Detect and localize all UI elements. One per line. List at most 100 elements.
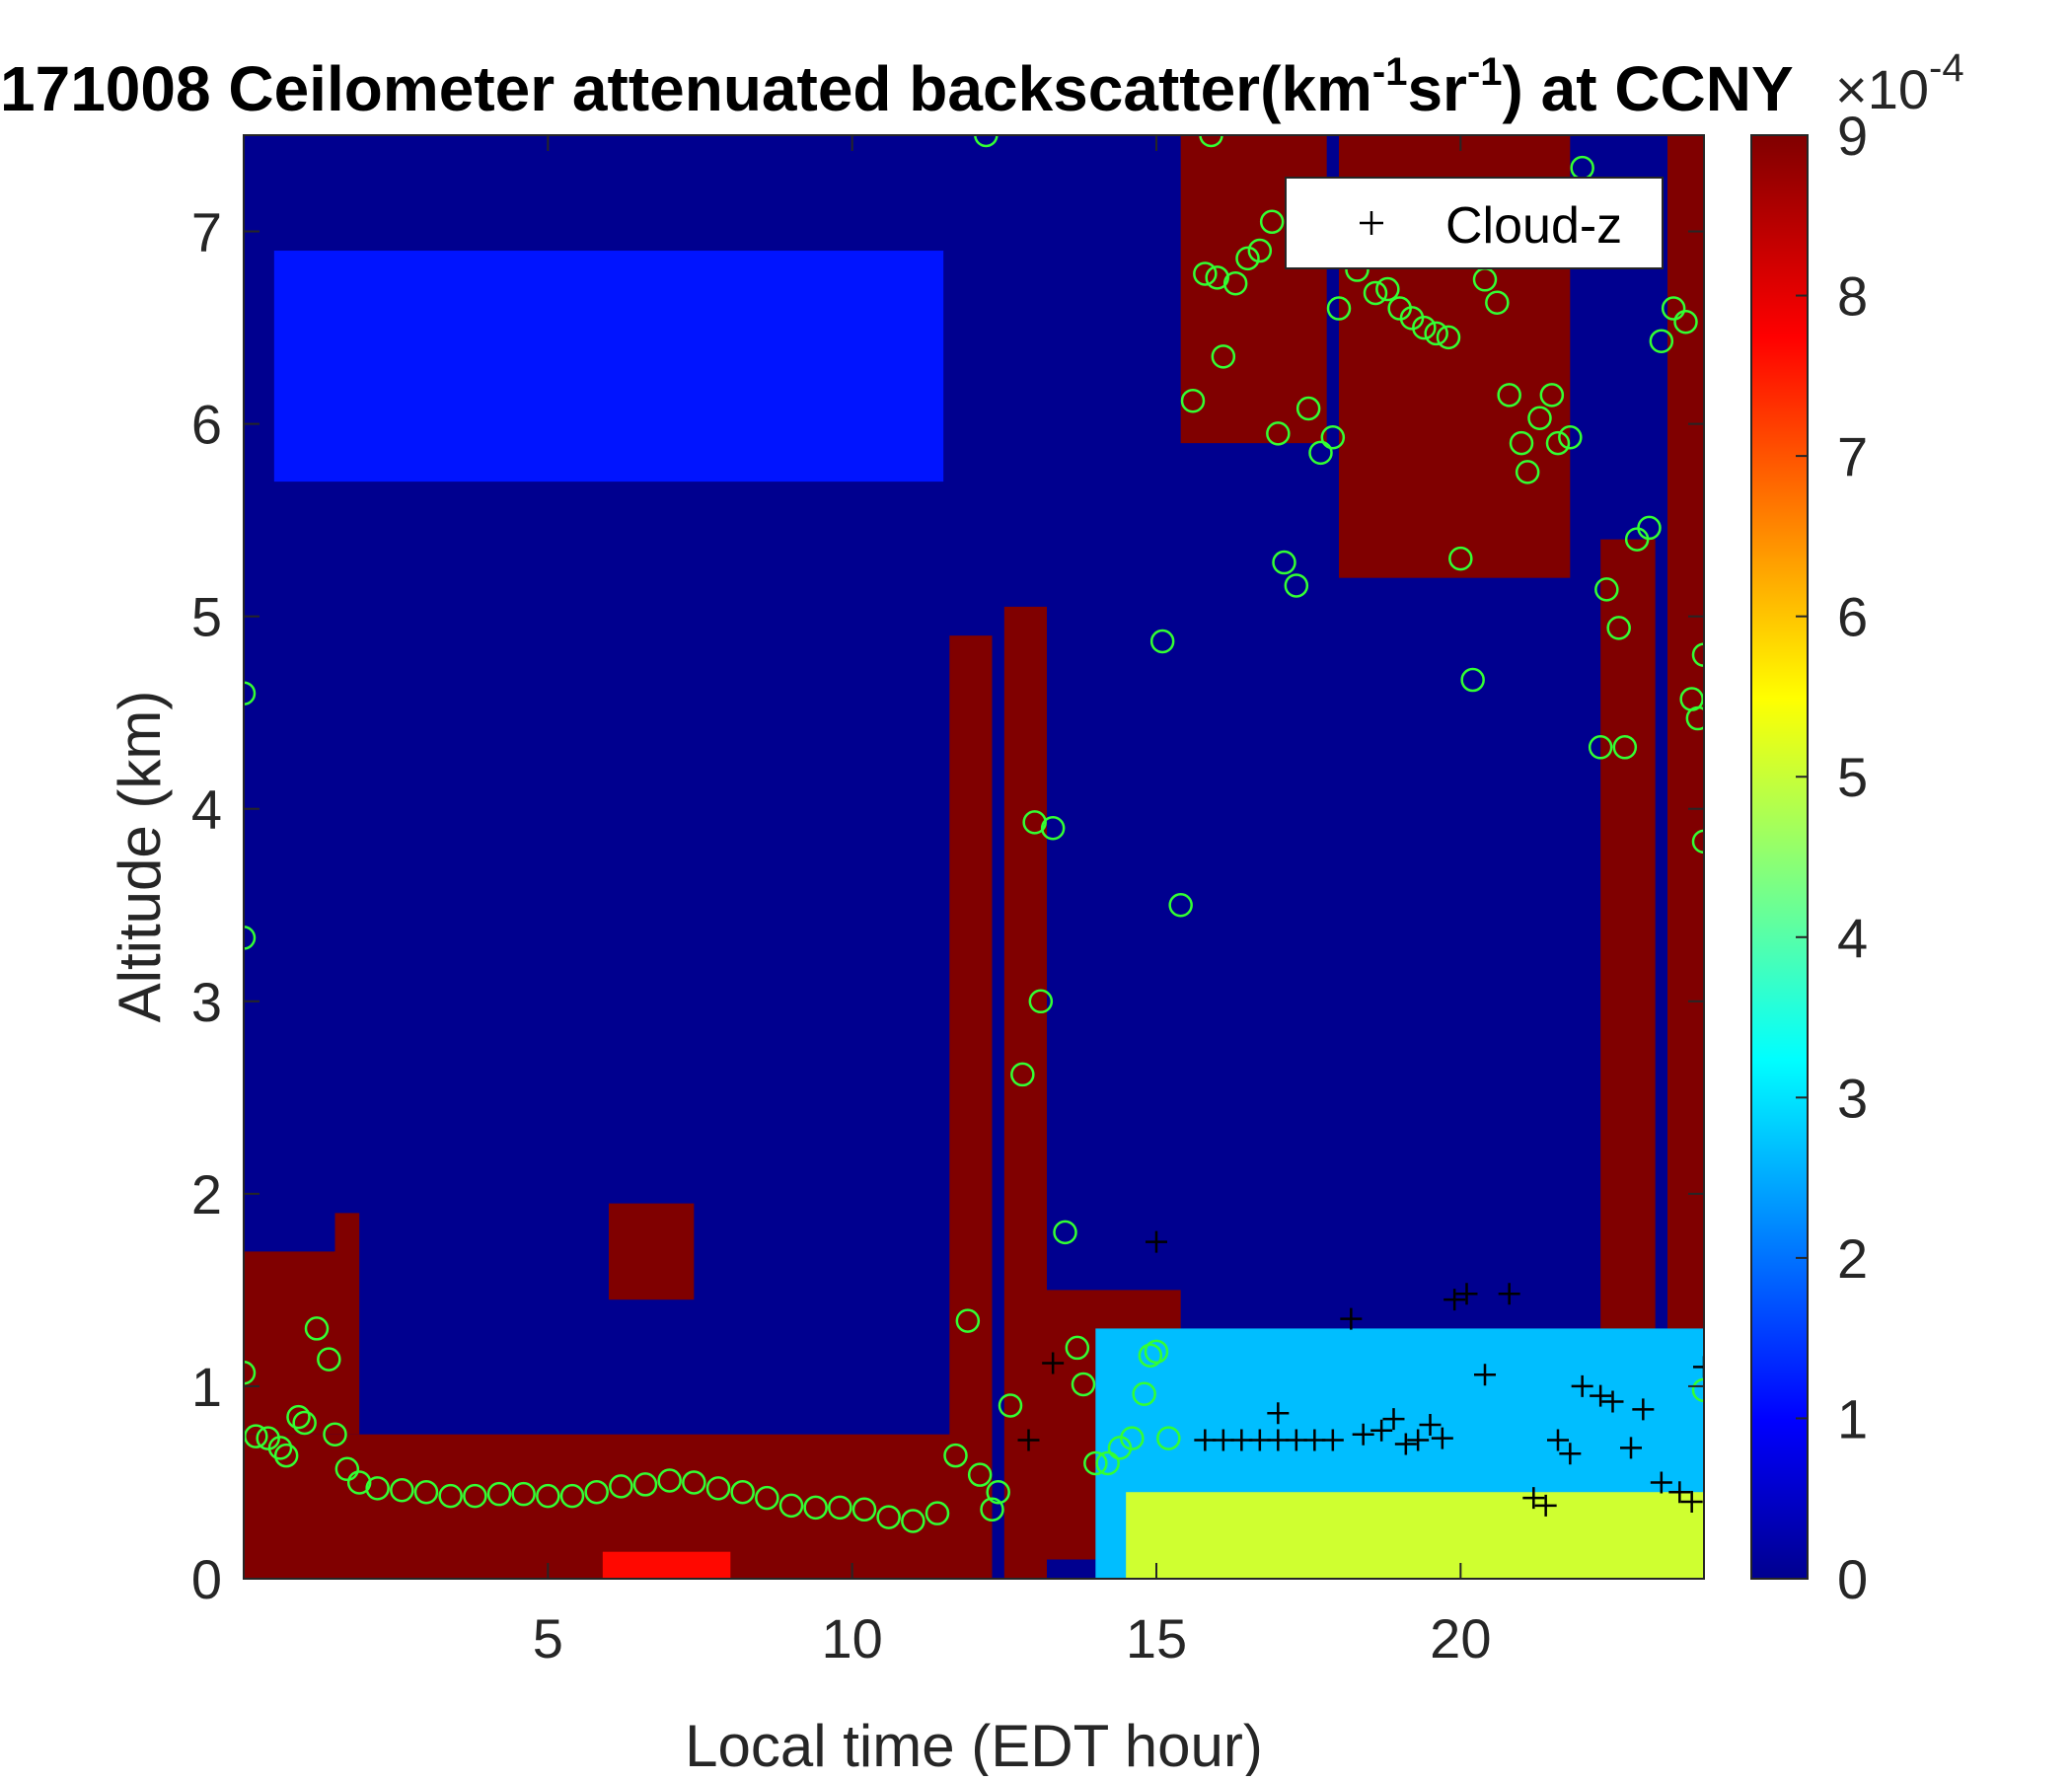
colorbar-tick-label: 0 [1837,1548,1868,1610]
cloud-z-marker [1248,1429,1271,1451]
circle-marker [317,1347,341,1372]
cloud-z-marker [1601,1390,1624,1413]
cloud-z-marker [1042,1352,1065,1374]
circle-marker [1588,735,1613,760]
circle-marker [1149,629,1175,654]
heatmap-region-10 [1600,539,1656,1483]
circle-marker [1138,1343,1163,1368]
circle-marker [1010,1062,1035,1087]
heatmap-region-3 [609,1203,695,1300]
y-tick-label: 3 [191,971,222,1033]
circle-marker [1083,1450,1108,1476]
colorbar: 0 1 2 3 4 5 6 7 8 9 ×10-4 [1750,46,1964,1610]
cloud-z-marker [1017,1429,1040,1451]
circle-marker [390,1478,414,1503]
circle-marker [1156,1426,1181,1450]
circle-marker [1375,276,1400,302]
circle-marker [967,1462,993,1487]
circle-marker [1295,396,1321,421]
circle-marker [346,1470,372,1495]
y-tick-label: 7 [191,201,222,263]
circle-marker [438,1483,463,1509]
circle-marker [413,1479,439,1505]
plot-area [244,135,1704,1579]
circle-marker [925,1501,950,1525]
circle-marker [682,1470,706,1495]
circle-marker [463,1483,487,1509]
circle-marker [267,1436,293,1460]
circle-marker [1040,815,1066,841]
heatmap-region-2 [334,1213,360,1435]
circle-marker [1497,383,1521,408]
circle-marker [1412,315,1437,340]
cloud-z-marker [1382,1408,1405,1431]
y-tick-label: 0 [191,1548,222,1610]
circle-marker [1308,440,1333,466]
circle-marker [1120,1426,1145,1450]
circle-marker [1247,238,1273,263]
circle-marker [1460,667,1485,693]
heatmap-region-4 [602,1551,731,1579]
colorbar-tick-label: 4 [1837,907,1868,969]
colorbar-exponent: ×10-4 [1835,46,1964,120]
plot-frame [243,134,1705,1580]
circle-marker [1022,810,1047,835]
circle-marker [1266,421,1291,446]
legend: Cloud-z [1285,177,1664,269]
circle-marker [1515,460,1540,484]
circle-marker [273,1443,299,1468]
circle-marker [1211,344,1236,369]
circle-marker [1424,321,1448,346]
circle-marker [986,1479,1010,1505]
heatmap-region-13 [273,251,944,482]
cloud-z-marker [1559,1443,1582,1465]
circle-marker [1284,573,1309,598]
cloud-z-marker [1394,1433,1417,1455]
cloud-z-marker [1620,1437,1642,1459]
x-tick-label: 15 [1126,1607,1187,1670]
circle-marker [1661,296,1686,321]
colorbar-tick-label: 6 [1837,586,1868,648]
cloud-z-marker [1534,1494,1557,1517]
cloud-z-marker [1668,1481,1691,1504]
cloud-z-marker [1650,1471,1672,1494]
cloud-z-marker [1431,1427,1453,1449]
cloud-z-marker [1693,1356,1704,1378]
cloud-z-marker [1267,1429,1290,1451]
circle-marker [584,1479,609,1505]
marker-layer [244,135,1704,1533]
colorbar-tick-label: 5 [1837,746,1868,808]
circle-marker [365,1476,390,1501]
circle-marker [955,1308,981,1333]
cloud-z-marker [1321,1429,1344,1451]
circle-marker [1509,430,1534,456]
colorbar-tick-label: 9 [1837,105,1868,167]
cloud-z-marker [1455,1283,1478,1305]
x-tick-label: 10 [822,1607,883,1670]
y-axis-ticks: 0 1 2 3 4 5 6 7 [191,201,1704,1610]
y-axis-label: Altitude (km) [107,691,173,1023]
circle-marker [1606,616,1631,640]
cloud-z-marker [1590,1384,1612,1407]
circle-marker [730,1479,755,1505]
x-axis-label: Local time (EDT hour) [685,1713,1263,1776]
colorbar-tick-label: 7 [1837,425,1868,487]
circle-marker [1071,1372,1096,1397]
cloud-z-marker [1352,1423,1374,1446]
cloud-z-marker [1474,1364,1496,1386]
circle-marker [1272,550,1296,575]
cloud-z-marker [1522,1487,1545,1510]
circle-marker [244,1424,268,1448]
circle-marker [705,1476,731,1501]
legend-cloud-z-marker [1360,211,1383,235]
circle-marker [559,1483,585,1509]
circle-marker [1168,893,1193,918]
circle-marker [1199,135,1223,148]
circle-marker [755,1485,779,1511]
legend-cloud-z-label: Cloud-z [1445,197,1622,255]
circle-marker [1144,1339,1169,1365]
circle-marker [657,1468,682,1493]
circle-marker [323,1422,347,1447]
